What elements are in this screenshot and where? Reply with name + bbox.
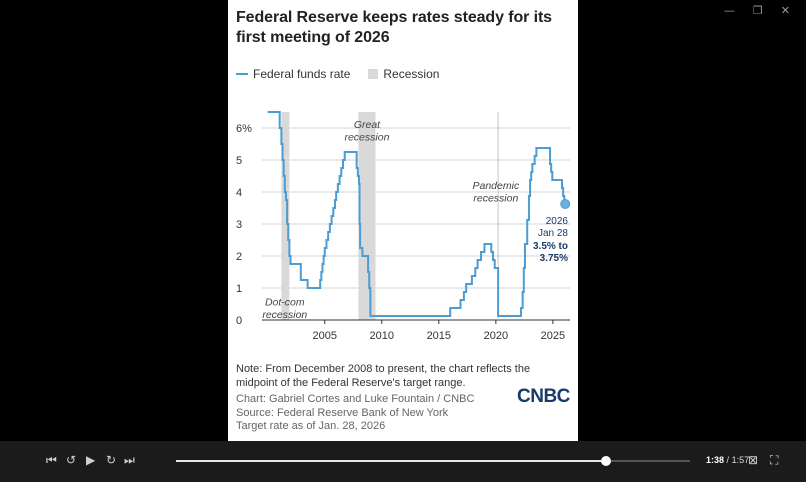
recession-band-0: [281, 112, 290, 320]
chart-legend: Federal funds rate Recession: [236, 67, 439, 81]
endpoint-range-label-1: 3.5% to: [533, 241, 568, 252]
legend-recession-label: Recession: [383, 67, 440, 81]
endpoint-date-label: Jan 28: [538, 228, 568, 239]
current-time: 1:38: [706, 455, 725, 465]
x-tick-label-3: 2020: [484, 330, 508, 342]
pandemic-recession-label-1: recession: [473, 192, 518, 204]
recession-band-1: [358, 112, 376, 320]
time-display: 1:38 / 1:57: [706, 455, 749, 465]
video-player-controls: ⏮ ↺ ▶ ↻ ⏭ 1:38 / 1:57 ⊠ ⛶: [0, 441, 806, 482]
forward-10-button[interactable]: ↻: [106, 453, 117, 467]
close-button[interactable]: ✕: [780, 4, 790, 17]
dotcom-recession-label-1: recession: [262, 309, 307, 321]
endpoint-marker: [560, 199, 571, 209]
fed-funds-rate-line: [267, 111, 566, 317]
legend-line-swatch: [236, 73, 248, 75]
chart-card: Federal Reserve keeps rates steady for i…: [228, 0, 578, 441]
legend-line-label: Federal funds rate: [253, 67, 351, 81]
duration: 1:57: [731, 455, 750, 465]
y-tick-label-3: 3: [236, 219, 242, 231]
great-recession-label-1: recession: [344, 132, 389, 144]
play-button[interactable]: ▶: [86, 453, 96, 467]
y-tick-label-1: 1: [236, 283, 242, 295]
legend-recession-swatch: [368, 69, 379, 79]
dotcom-recession-label-0: Dot-com: [265, 297, 305, 309]
progress-thumb[interactable]: [601, 456, 612, 466]
endpoint-year-label: 2026: [546, 216, 569, 227]
endpoint-range-label-2: 3.75%: [540, 253, 568, 264]
credit-chart: Chart: Gabriel Cortes and Luke Fountain …: [236, 393, 475, 405]
skip-start-button[interactable]: ⏮: [46, 453, 57, 467]
y-tick-label-5: 5: [236, 155, 242, 167]
progress-fill: [176, 460, 607, 462]
great-recession-label-0: Great: [354, 119, 381, 131]
credit-target: Target rate as of Jan. 28, 2026: [236, 420, 386, 432]
progress-track[interactable]: [176, 456, 690, 466]
cnbc-logo: CNBC: [517, 386, 570, 407]
rewind-10-button[interactable]: ↺: [66, 453, 77, 467]
restore-button[interactable]: ❐: [752, 4, 763, 17]
credit-source: Source: Federal Reserve Bank of New York: [236, 406, 449, 419]
fullscreen-icon[interactable]: ⛶: [770, 453, 779, 467]
chart-note: Note: From December 2008 to present, the…: [236, 363, 531, 389]
x-tick-label-4: 2025: [541, 330, 565, 342]
y-tick-label-4: 4: [236, 187, 242, 199]
captions-icon[interactable]: ⊠: [748, 453, 759, 467]
time-separator: /: [726, 455, 730, 465]
window-controls: — ❐ ✕: [724, 4, 790, 18]
x-tick-label-2: 2015: [427, 330, 451, 342]
y-tick-label-6: 6%: [236, 123, 252, 135]
x-tick-label-0: 2005: [312, 330, 336, 342]
chart-credits: Chart: Gabriel Cortes and Luke Fountain …: [236, 393, 474, 434]
y-tick-label-0: 0: [236, 315, 242, 327]
y-tick-label-2: 2: [236, 251, 242, 263]
skip-end-button[interactable]: ⏭: [124, 453, 135, 467]
minimize-button[interactable]: —: [723, 4, 735, 17]
chart-title: Federal Reserve keeps rates steady for i…: [236, 9, 552, 46]
pandemic-recession-label-0: Pandemic: [473, 180, 520, 192]
x-tick-label-1: 2010: [370, 330, 394, 342]
